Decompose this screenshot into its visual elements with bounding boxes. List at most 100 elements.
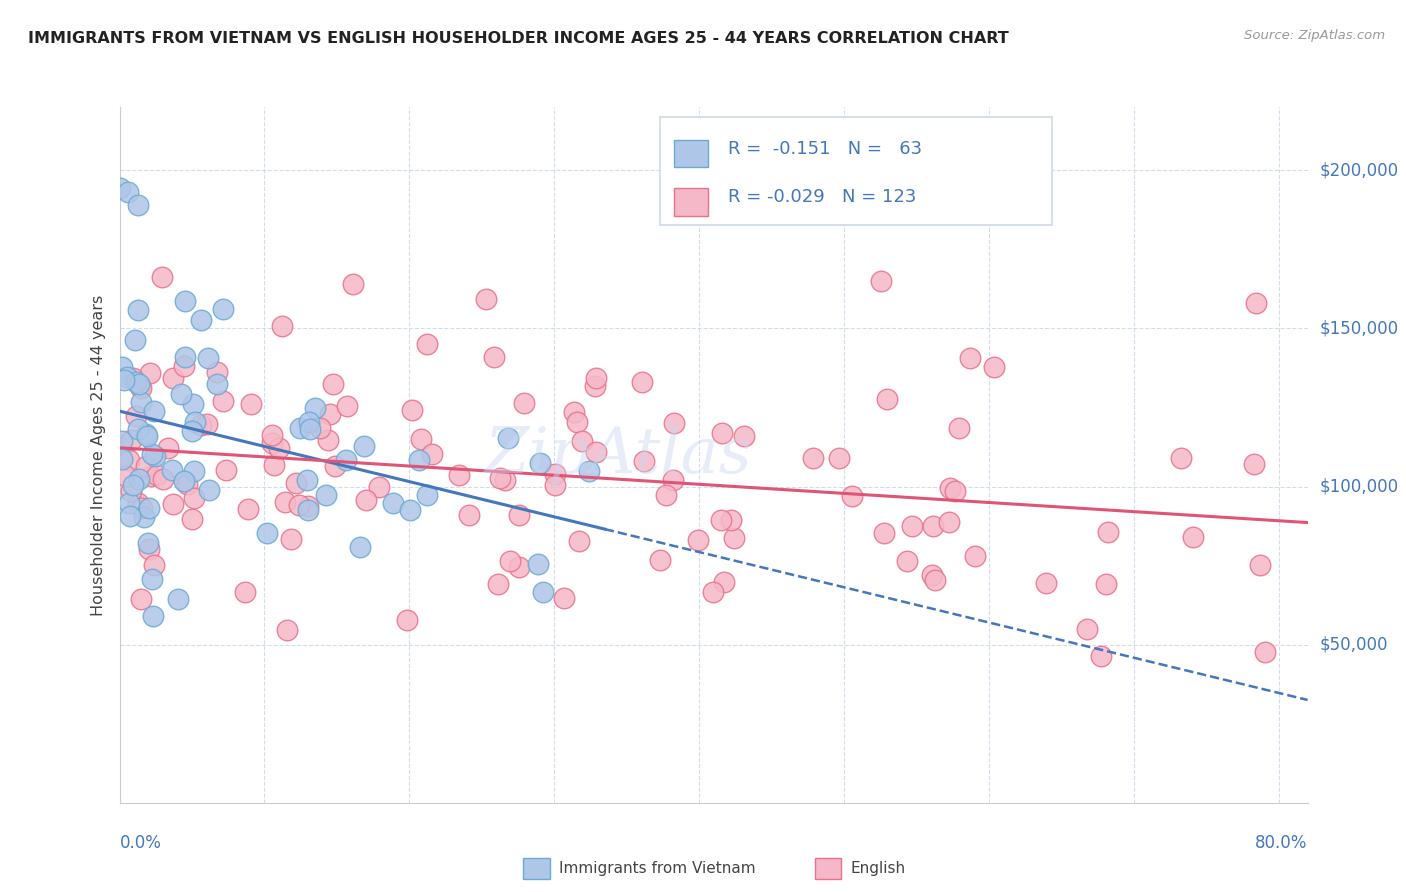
Point <box>335 452 357 467</box>
Point <box>841 490 863 504</box>
Point <box>184 415 207 429</box>
Point <box>415 488 437 502</box>
Point <box>135 428 157 442</box>
Point <box>143 558 166 572</box>
Point <box>316 433 339 447</box>
Point <box>959 351 981 365</box>
Point <box>146 468 169 483</box>
Point <box>111 359 134 374</box>
Point <box>544 478 567 492</box>
Point <box>297 502 319 516</box>
Point <box>127 422 149 436</box>
FancyBboxPatch shape <box>659 118 1052 226</box>
Point <box>111 434 134 448</box>
Point <box>118 509 141 524</box>
Point <box>733 429 755 443</box>
Point <box>128 376 150 391</box>
Point <box>398 503 420 517</box>
Point <box>319 407 342 421</box>
Point <box>267 441 290 455</box>
Point <box>529 456 551 470</box>
Point <box>205 365 228 379</box>
Point <box>873 526 896 541</box>
Point <box>120 433 142 447</box>
Point <box>1181 530 1204 544</box>
Point <box>420 447 443 461</box>
Point <box>309 421 332 435</box>
Point <box>124 409 146 423</box>
Point <box>553 591 575 605</box>
Point <box>650 552 672 566</box>
Point <box>1097 524 1119 539</box>
Point <box>183 491 205 505</box>
Point <box>121 484 143 499</box>
Point <box>176 477 198 491</box>
Text: $50,000: $50,000 <box>1319 636 1388 654</box>
Point <box>166 592 188 607</box>
Point <box>921 568 943 582</box>
Point <box>901 519 924 533</box>
Point <box>117 186 139 200</box>
Point <box>922 519 945 533</box>
Text: $100,000: $100,000 <box>1319 477 1399 496</box>
Point <box>869 274 891 288</box>
FancyBboxPatch shape <box>523 858 550 880</box>
Point <box>1243 458 1265 472</box>
Point <box>181 511 204 525</box>
Point <box>939 481 962 495</box>
Point <box>486 577 509 591</box>
Point <box>578 464 600 478</box>
Point <box>1095 577 1118 591</box>
Point <box>211 301 233 316</box>
Point <box>127 198 149 212</box>
Point <box>315 488 337 502</box>
Point <box>152 472 174 486</box>
Point <box>686 533 709 548</box>
Point <box>138 542 160 557</box>
Text: 0.0%: 0.0% <box>120 834 162 852</box>
Point <box>662 474 685 488</box>
Point <box>198 483 221 497</box>
Point <box>353 439 375 453</box>
Point <box>138 501 160 516</box>
Point <box>215 463 238 477</box>
Point <box>322 377 344 392</box>
Point <box>585 445 607 459</box>
Point <box>336 399 359 413</box>
FancyBboxPatch shape <box>675 140 709 167</box>
FancyBboxPatch shape <box>675 188 709 216</box>
Point <box>924 573 946 587</box>
Point <box>135 458 157 473</box>
Point <box>256 526 278 541</box>
Point <box>238 501 260 516</box>
Point <box>474 292 496 306</box>
Point <box>409 433 432 447</box>
Text: Immigrants from Vietnam: Immigrants from Vietnam <box>560 862 755 877</box>
Point <box>183 464 205 478</box>
Point <box>458 508 481 522</box>
Point <box>132 510 155 524</box>
Point <box>702 584 724 599</box>
Point <box>271 318 294 333</box>
Point <box>197 351 219 365</box>
Point <box>585 371 607 385</box>
Point <box>633 453 655 467</box>
Point <box>141 572 163 586</box>
Point <box>568 534 591 549</box>
Point <box>298 415 321 429</box>
Point <box>127 496 149 510</box>
Point <box>190 313 212 327</box>
Text: R = -0.029   N = 123: R = -0.029 N = 123 <box>728 188 917 206</box>
Point <box>122 477 145 491</box>
Point <box>205 377 228 392</box>
Point <box>150 269 173 284</box>
Point <box>323 459 346 474</box>
Point <box>508 560 530 574</box>
Point <box>115 370 138 384</box>
Point <box>110 181 132 195</box>
Point <box>131 501 153 516</box>
Point <box>156 441 179 455</box>
Point <box>138 366 160 380</box>
Point <box>583 379 606 393</box>
Point <box>173 474 195 488</box>
